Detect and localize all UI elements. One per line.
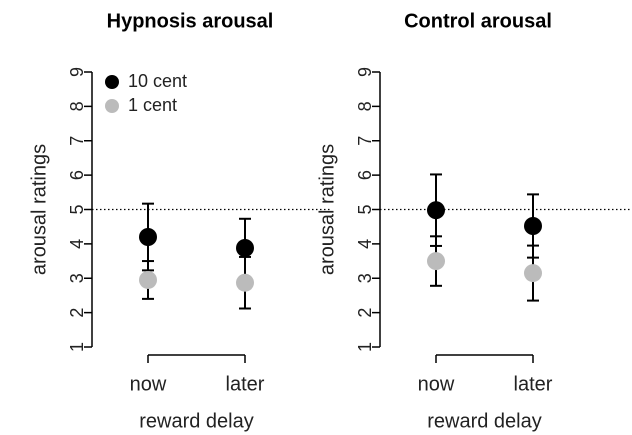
point xyxy=(524,264,542,283)
y-tick-label: 9 xyxy=(67,67,87,77)
legend-marker xyxy=(105,99,119,113)
point xyxy=(427,201,445,220)
point xyxy=(524,217,542,235)
y-tick-label: 5 xyxy=(355,204,375,214)
y-tick-label: 2 xyxy=(355,308,375,318)
y-tick-label: 3 xyxy=(355,273,375,283)
y-tick-label: 1 xyxy=(67,342,87,352)
x-tick-label: later xyxy=(514,373,553,395)
chart-title: Control arousal xyxy=(404,10,552,32)
y-tick-label: 8 xyxy=(355,101,375,111)
legend-label: 10 cent xyxy=(128,71,187,91)
y-tick-label: 6 xyxy=(355,170,375,180)
point xyxy=(139,228,157,246)
legend-marker xyxy=(105,75,119,89)
y-tick-label: 6 xyxy=(67,170,87,180)
y-axis-label: arousal ratings xyxy=(316,144,338,275)
y-tick-label: 9 xyxy=(355,67,375,77)
y-tick-label: 8 xyxy=(67,101,87,111)
point xyxy=(236,273,254,292)
x-tick-label: now xyxy=(418,373,455,395)
x-tick-label: later xyxy=(226,373,265,395)
y-tick-label: 1 xyxy=(355,342,375,352)
x-tick-label: now xyxy=(130,373,167,395)
y-tick-label: 4 xyxy=(355,239,375,249)
y-axis-label: arousal ratings xyxy=(28,144,50,275)
y-tick-label: 3 xyxy=(67,273,87,283)
point xyxy=(139,270,157,289)
x-axis-label: reward delay xyxy=(427,410,542,432)
x-axis-label: reward delay xyxy=(139,410,254,432)
chart-title: Hypnosis arousal xyxy=(107,10,274,32)
y-tick-label: 7 xyxy=(67,136,87,146)
y-tick-label: 7 xyxy=(355,136,375,146)
y-tick-label: 5 xyxy=(67,204,87,214)
y-tick-label: 2 xyxy=(67,308,87,318)
point xyxy=(236,239,254,257)
y-tick-label: 4 xyxy=(67,239,87,249)
point xyxy=(427,252,445,271)
legend-label: 1 cent xyxy=(128,95,177,115)
